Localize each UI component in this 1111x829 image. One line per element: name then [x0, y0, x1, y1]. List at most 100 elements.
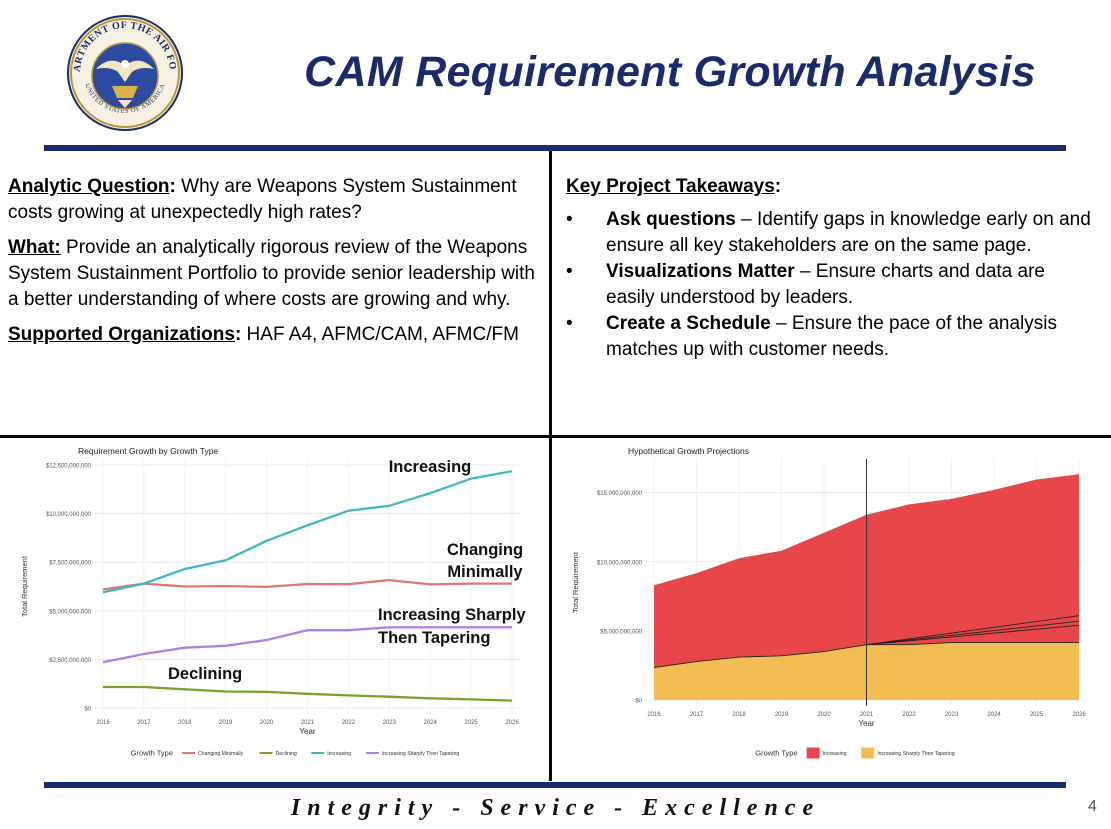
supported-orgs-text: HAF A4, AFMC/CAM, AFMC/FM: [241, 324, 519, 345]
legend-label: Changing Minimally: [198, 751, 244, 757]
x-tick-label: 2023: [945, 712, 959, 718]
legend-label: Declining: [275, 751, 296, 757]
horizontal-divider: [0, 435, 1111, 438]
x-tick-label: 2018: [178, 720, 192, 726]
y-tick-label: $5,000,000,000: [600, 629, 642, 635]
bottom-divider: [44, 782, 1066, 788]
x-tick-label: 2025: [1030, 712, 1044, 718]
legend-label: Increasing: [327, 751, 351, 757]
series-line: [102, 470, 513, 594]
y-tick-label: $7,500,000,000: [49, 561, 91, 567]
series-annotation: Changing Minimally: [447, 541, 523, 581]
x-tick-label: 2016: [647, 712, 661, 718]
annotation-line: Declining: [168, 665, 242, 683]
annotation-line: Minimally: [447, 563, 523, 581]
series-line: [102, 578, 512, 591]
x-tick-label: 2018: [732, 712, 746, 718]
x-tick-label: 2017: [137, 720, 151, 726]
x-tick-label: 2024: [987, 712, 1001, 718]
y-tick-label: $10,000,000,000: [46, 512, 92, 518]
x-tick-label: 2022: [902, 712, 916, 718]
list-item: • Visualizations Matter – Ensure charts a…: [566, 261, 1045, 308]
y-tick-label: $15,000,000,000: [597, 491, 643, 497]
projection-line: [866, 624, 1080, 646]
y-axis-label: Total Requirement: [571, 551, 580, 613]
annotation-line: Then Tapering: [378, 629, 490, 647]
takeaways-panel: Key Project Takeaways: • Ask questions – …: [566, 174, 1096, 363]
x-tick-label: 2022: [342, 720, 356, 726]
takeaways-heading: Key Project Takeaways:: [566, 176, 782, 197]
x-tick-label: 2025: [464, 720, 478, 726]
y-axis-label: Total Requirement: [20, 555, 29, 617]
analytic-question: Analytic Question: Why are Weapons Syste…: [8, 176, 517, 223]
what-text: Provide an analytically rigorous review …: [8, 237, 535, 310]
x-tick-label: 2024: [424, 720, 438, 726]
takeaway-text: – Identify gaps in knowledge early on an…: [606, 209, 1091, 256]
chart-legend: Growth Type Changing Minimally Declining In…: [131, 749, 460, 758]
y-tick-label: $12,500,000,000: [46, 464, 92, 470]
analytic-panel: Analytic Question: Why are Weapons Syste…: [8, 174, 544, 357]
y-tick-label: $2,500,000,000: [49, 658, 91, 664]
slide-title: CAM Requirement Growth Analysis: [304, 48, 1036, 96]
growth-projection-area-chart: Hypothetical Growth Projections $0 $5,000,…: [571, 446, 1087, 759]
takeaway-bold: Ask questions: [606, 209, 736, 230]
x-tick-label: 2019: [219, 720, 233, 726]
legend-label: Increasing: [823, 751, 847, 757]
y-tick-label: $0: [84, 707, 91, 713]
annotation-line: Changing: [447, 541, 523, 559]
projection-line: [866, 620, 1080, 646]
annotation-line: Increasing: [389, 458, 472, 476]
series-annotation: Increasing Sharply Then Tapering: [378, 606, 526, 647]
takeaways-list: • Ask questions – Identify gaps in knowle…: [566, 207, 1096, 363]
projection-line: [866, 615, 1080, 646]
list-item: • Ask questions – Identify gaps in knowle…: [566, 209, 1091, 256]
takeaway-bold: Visualizations Matter: [606, 261, 795, 282]
vertical-divider: [549, 151, 552, 781]
legend-label: Increasing Sharply Then Tapering: [382, 751, 459, 757]
takeaway-text: – Ensure the pace of the analysis matche…: [606, 313, 1057, 360]
analytic-question-text: Why are Weapons System Sustainment costs…: [8, 176, 517, 223]
x-axis-label: Year: [858, 719, 875, 728]
analytic-question-label: Analytic Question: [8, 176, 170, 197]
legend-title: Growth Type: [755, 749, 797, 758]
supported-orgs-label: Supported Organizations: [8, 324, 235, 345]
x-tick-label: 2026: [505, 720, 519, 726]
legend-label: Increasing Sharply Then Tapering: [877, 751, 954, 757]
takeaway-text: – Ensure charts and data are easily unde…: [606, 261, 1045, 308]
x-tick-label: 2020: [817, 712, 831, 718]
footer-motto: Integrity - Service - Excellence: [290, 795, 821, 821]
annotation-line: Increasing Sharply: [378, 606, 526, 624]
x-tick-label: 2016: [96, 720, 110, 726]
x-tick-label: 2023: [383, 720, 397, 726]
top-divider: [44, 145, 1066, 151]
takeaways-heading-label: Key Project Takeaways: [566, 176, 775, 197]
y-tick-label: $5,000,000,000: [49, 609, 91, 615]
x-tick-label: 2026: [1072, 712, 1086, 718]
legend-swatch: [806, 747, 820, 759]
legend-swatch: [861, 747, 875, 759]
y-tick-label: $0: [635, 699, 642, 705]
growth-type-line-chart: Requirement Growth by Growth Type $0 $2,50…: [20, 446, 526, 758]
takeaway-bold: Create a Schedule: [606, 313, 771, 334]
chart-legend: Growth Type Increasing Increasing Sharply …: [755, 747, 955, 759]
x-tick-label: 2017: [690, 712, 704, 718]
what-paragraph: What: Provide an analytically rigorous r…: [8, 235, 544, 313]
supported-orgs: Supported Organizations: HAF A4, AFMC/CA…: [8, 324, 519, 345]
x-tick-label: 2020: [260, 720, 274, 726]
what-label: What:: [8, 237, 61, 258]
air-force-seal-icon: DEPARTMENT OF THE AIR FORCE UNITED STATE…: [66, 14, 183, 131]
chart-title: Requirement Growth by Growth Type: [78, 446, 218, 456]
series-line: [102, 626, 512, 664]
chart-title: Hypothetical Growth Projections: [628, 446, 749, 456]
y-tick-label: $10,000,000,000: [597, 560, 643, 566]
series-line: [103, 685, 513, 702]
page-number: 4: [1088, 798, 1097, 815]
series-annotation: Declining: [168, 665, 242, 683]
list-item: • Create a Schedule – Ensure the pace of …: [566, 313, 1057, 360]
series-annotation: Increasing: [389, 458, 472, 476]
legend-title: Growth Type: [131, 749, 173, 758]
x-tick-label: 2021: [860, 712, 874, 718]
x-axis-label: Year: [299, 727, 316, 736]
x-tick-label: 2021: [301, 720, 315, 726]
x-tick-label: 2019: [775, 712, 789, 718]
